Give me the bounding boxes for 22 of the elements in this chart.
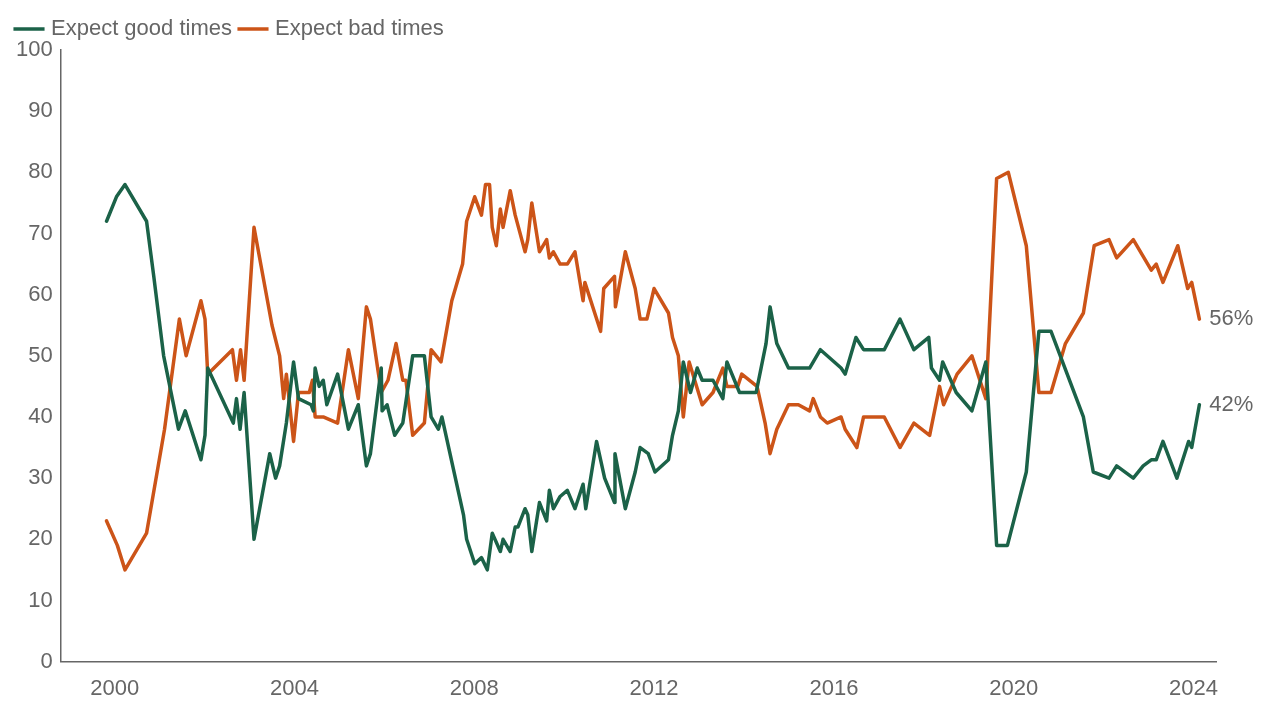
x-tick-label: 2020 bbox=[989, 674, 1039, 700]
legend-label: Expect bad times bbox=[274, 15, 444, 41]
y-tick-label: 30 bbox=[28, 464, 53, 490]
y-tick-label: 80 bbox=[28, 158, 53, 184]
x-tick-label: 2004 bbox=[269, 674, 319, 700]
y-tick-label: 90 bbox=[28, 97, 53, 123]
x-tick-label: 2012 bbox=[629, 674, 679, 700]
y-tick-label: 40 bbox=[28, 403, 53, 429]
annotation: 56% bbox=[1209, 305, 1254, 331]
y-tick-label: 70 bbox=[28, 219, 53, 245]
y-tick-label: 50 bbox=[28, 341, 53, 367]
y-tick-label: 0 bbox=[40, 647, 53, 673]
x-tick-label: 2008 bbox=[449, 674, 499, 700]
annotation: 42% bbox=[1209, 390, 1254, 416]
y-tick-label: 10 bbox=[28, 586, 53, 612]
x-tick-label: 2016 bbox=[809, 674, 859, 700]
y-tick-label: 20 bbox=[28, 525, 53, 551]
x-tick-label: 2024 bbox=[1169, 674, 1218, 700]
y-tick-label: 60 bbox=[28, 280, 53, 306]
legend-label: Expect good times bbox=[51, 15, 232, 41]
y-tick-label: 100 bbox=[15, 36, 53, 62]
x-tick-label: 2000 bbox=[90, 674, 140, 700]
